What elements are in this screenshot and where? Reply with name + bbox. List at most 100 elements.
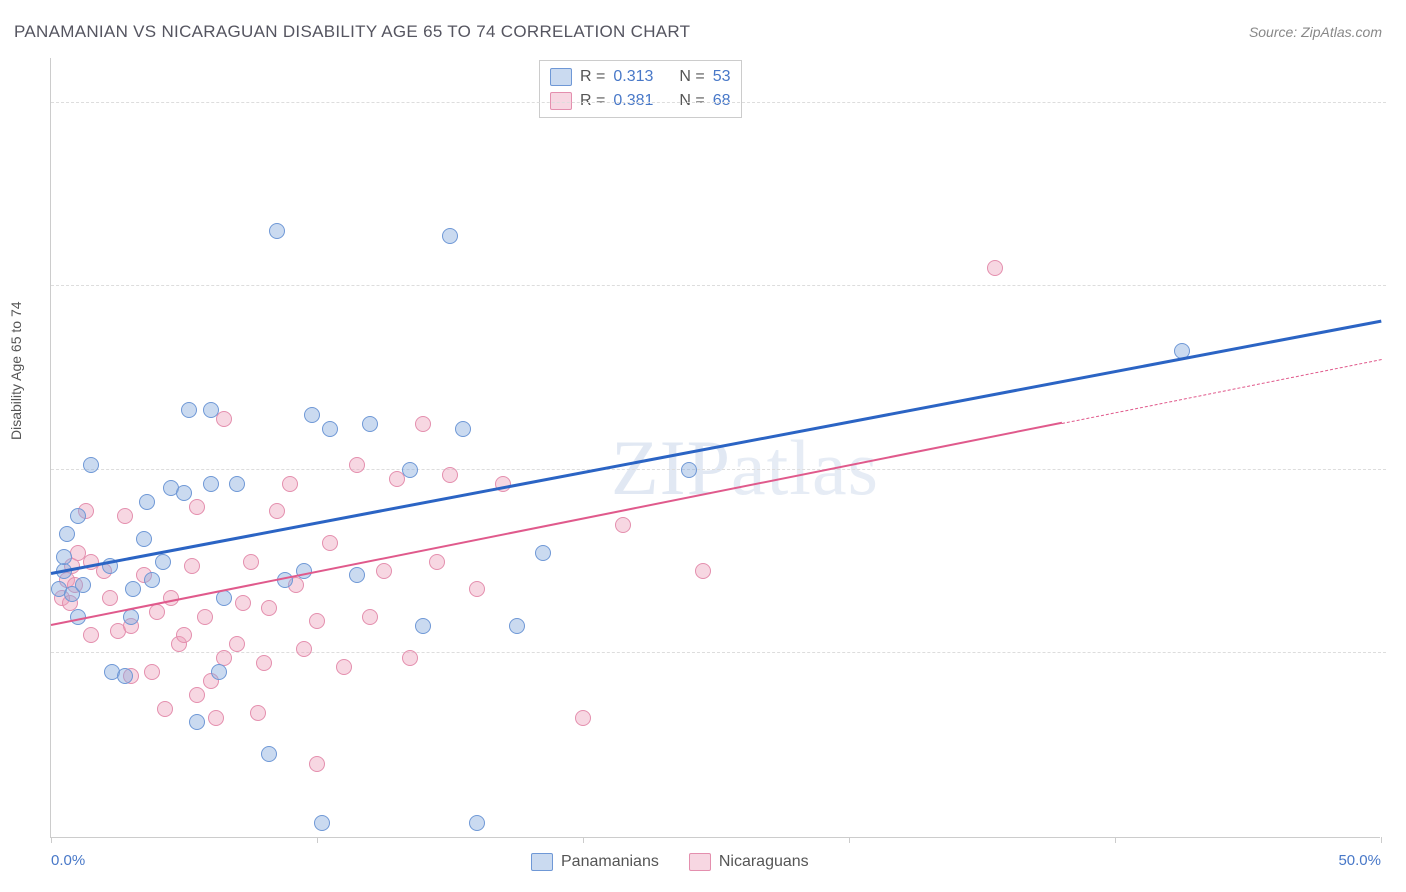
data-point	[229, 636, 245, 652]
x-tick	[583, 837, 584, 843]
data-point	[189, 687, 205, 703]
data-point	[203, 402, 219, 418]
chart-title: PANAMANIAN VS NICARAGUAN DISABILITY AGE …	[14, 22, 690, 42]
data-point	[535, 545, 551, 561]
legend-item-nicaraguans: Nicaraguans	[689, 853, 809, 871]
data-point	[117, 508, 133, 524]
x-tick	[1381, 837, 1382, 843]
data-point	[184, 558, 200, 574]
y-tick-label: 60.0%	[1390, 278, 1406, 295]
legend-swatch-nicaraguans-icon	[689, 853, 711, 871]
data-point	[415, 618, 431, 634]
x-tick	[1115, 837, 1116, 843]
trend-line	[1062, 359, 1381, 424]
data-point	[615, 517, 631, 533]
data-point	[296, 641, 312, 657]
n-label: N =	[679, 68, 704, 86]
x-tick	[317, 837, 318, 843]
legend-label-nicaraguans: Nicaraguans	[719, 853, 809, 871]
n-value-panamanians: 53	[713, 68, 731, 86]
data-point	[83, 627, 99, 643]
data-point	[56, 549, 72, 565]
data-point	[402, 462, 418, 478]
legend-swatch-panamanians	[550, 68, 572, 86]
data-point	[155, 554, 171, 570]
y-tick-label: 80.0%	[1390, 94, 1406, 111]
data-point	[402, 650, 418, 666]
y-axis-label: Disability Age 65 to 74	[8, 301, 24, 440]
data-point	[309, 756, 325, 772]
chart-container: PANAMANIAN VS NICARAGUAN DISABILITY AGE …	[0, 0, 1406, 892]
legend-label-panamanians: Panamanians	[561, 853, 659, 871]
data-point	[362, 609, 378, 625]
data-point	[269, 223, 285, 239]
data-point	[314, 815, 330, 831]
data-point	[261, 600, 277, 616]
data-point	[157, 701, 173, 717]
data-point	[189, 499, 205, 515]
data-point	[509, 618, 525, 634]
data-point	[376, 563, 392, 579]
source-attribution: Source: ZipAtlas.com	[1249, 24, 1382, 40]
data-point	[75, 577, 91, 593]
gridline-h	[51, 469, 1386, 470]
data-point	[211, 664, 227, 680]
data-point	[309, 613, 325, 629]
data-point	[117, 668, 133, 684]
data-point	[322, 421, 338, 437]
data-point	[102, 590, 118, 606]
legend-row-panamanians: R = 0.313 N = 53	[550, 65, 731, 89]
data-point	[136, 531, 152, 547]
legend-item-panamanians: Panamanians	[531, 853, 659, 871]
data-point	[256, 655, 272, 671]
data-point	[415, 416, 431, 432]
trend-line	[51, 320, 1382, 575]
data-point	[695, 563, 711, 579]
data-point	[149, 604, 165, 620]
data-point	[208, 710, 224, 726]
data-point	[349, 457, 365, 473]
data-point	[125, 581, 141, 597]
data-point	[442, 228, 458, 244]
data-point	[176, 485, 192, 501]
data-point	[216, 411, 232, 427]
x-tick-label: 0.0%	[51, 852, 85, 869]
data-point	[83, 457, 99, 473]
data-point	[362, 416, 378, 432]
data-point	[575, 710, 591, 726]
data-point	[216, 590, 232, 606]
gridline-h	[51, 652, 1386, 653]
x-tick	[51, 837, 52, 843]
data-point	[442, 467, 458, 483]
data-point	[987, 260, 1003, 276]
x-tick	[849, 837, 850, 843]
data-point	[469, 581, 485, 597]
data-point	[189, 714, 205, 730]
r-value-panamanians: 0.313	[613, 68, 653, 86]
data-point	[429, 554, 445, 570]
data-point	[269, 503, 285, 519]
legend-swatch-panamanians-icon	[531, 853, 553, 871]
gridline-h	[51, 285, 1386, 286]
x-tick-label: 50.0%	[1338, 852, 1381, 869]
data-point	[681, 462, 697, 478]
data-point	[229, 476, 245, 492]
data-point	[243, 554, 259, 570]
y-tick-label: 20.0%	[1390, 645, 1406, 662]
legend-series-names: Panamanians Nicaraguans	[531, 853, 809, 871]
data-point	[144, 664, 160, 680]
data-point	[181, 402, 197, 418]
data-point	[176, 627, 192, 643]
data-point	[235, 595, 251, 611]
data-point	[469, 815, 485, 831]
data-point	[322, 535, 338, 551]
data-point	[282, 476, 298, 492]
data-point	[59, 526, 75, 542]
trend-line	[51, 422, 1062, 626]
data-point	[336, 659, 352, 675]
data-point	[144, 572, 160, 588]
data-point	[139, 494, 155, 510]
plot-area: ZIPatlas R = 0.313 N = 53 R = 0.381 N = …	[50, 58, 1380, 838]
data-point	[250, 705, 266, 721]
data-point	[70, 508, 86, 524]
